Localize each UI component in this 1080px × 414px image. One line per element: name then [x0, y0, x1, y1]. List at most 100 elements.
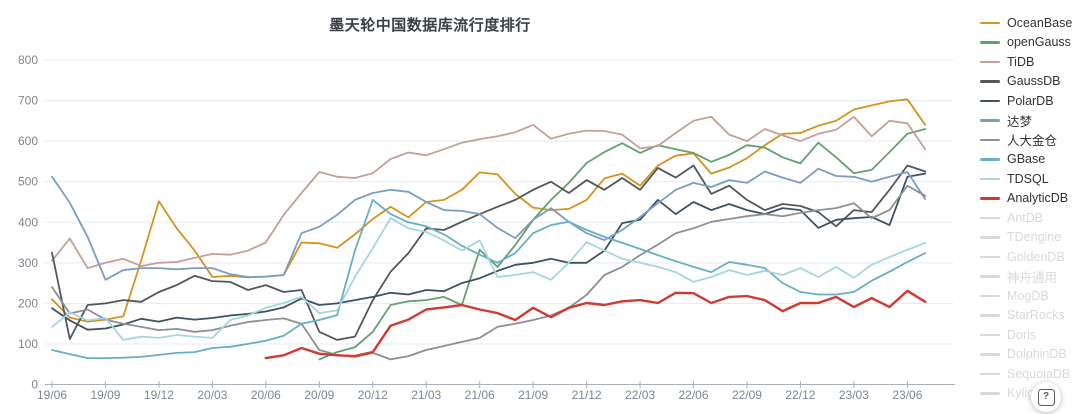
x-tick-label: 22/06: [679, 388, 709, 402]
legend-item-TDengine[interactable]: TDengine: [980, 228, 1080, 248]
legend-item-OceanBase[interactable]: OceanBase: [980, 13, 1080, 33]
legend-item-神舟通用[interactable]: 神舟通用: [980, 267, 1080, 287]
chart-title: 墨天轮中国数据库流行度排行: [329, 17, 531, 34]
series-line-AnalyticDB: [264, 289, 927, 360]
legend-item-AnalyticDB[interactable]: AnalyticDB: [980, 189, 1080, 209]
legend-swatch: [980, 21, 1000, 24]
x-tick-label: 21/06: [465, 388, 495, 402]
legend-item-PolarDB[interactable]: PolarDB: [980, 91, 1080, 111]
series-lines: [51, 98, 927, 361]
x-tick-label: 22/03: [625, 388, 655, 402]
x-tick-label: 20/03: [197, 388, 227, 402]
x-tick-label: 20/12: [358, 388, 388, 402]
series-line-openGauss: [318, 128, 927, 361]
y-tick-label: 300: [18, 256, 38, 270]
x-tick-label: 20/09: [304, 388, 334, 402]
legend-item-MogDB[interactable]: MogDB: [980, 286, 1080, 306]
legend-item-人大金仓[interactable]: 人大金仓: [980, 130, 1080, 150]
help-button[interactable]: ?: [1031, 382, 1061, 412]
legend-item-TDSQL[interactable]: TDSQL: [980, 169, 1080, 189]
y-tick-label: 100: [18, 337, 38, 351]
series-line-TiDB: [51, 115, 927, 270]
legend-label: 神舟通用: [1007, 270, 1058, 285]
legend-swatch: [980, 333, 1000, 336]
chart-legend: OceanBase openGauss TiDB GaussDB PolarDB 达梦人大…: [980, 13, 1080, 403]
legend-swatch: [980, 138, 1000, 141]
legend-swatch: [980, 99, 1000, 102]
x-tick-label: 23/06: [892, 388, 922, 402]
series-line-PolarDB: [51, 172, 927, 331]
legend-swatch: [980, 314, 1000, 317]
y-tick-label: 500: [18, 175, 38, 189]
legend-label: SequoiaDB: [1007, 366, 1071, 381]
legend-item-GoldenDB[interactable]: GoldenDB: [980, 247, 1080, 267]
legend-item-Doris[interactable]: Doris: [980, 325, 1080, 345]
series-line-GaussDB: [51, 164, 927, 341]
series-line-达梦: [51, 167, 927, 281]
legend-swatch: [980, 236, 1000, 239]
series-line-人大金仓: [51, 184, 927, 361]
legend-label: GBase: [1007, 152, 1046, 167]
y-tick-label: 200: [18, 296, 38, 310]
legend-swatch: [980, 177, 1000, 180]
legend-swatch: [980, 353, 1000, 356]
legend-label: GoldenDB: [1007, 249, 1065, 264]
legend-swatch: [980, 372, 1000, 375]
series-line-TDSQL: [51, 217, 927, 341]
legend-label: PolarDB: [1007, 93, 1054, 108]
legend-swatch: [980, 294, 1000, 297]
legend-swatch: [980, 158, 1000, 161]
x-tick-label: 19/09: [90, 388, 120, 402]
legend-swatch: [980, 275, 1000, 278]
series-line-GBase: [51, 198, 927, 360]
gridlines: [45, 59, 953, 345]
legend-item-GaussDB[interactable]: GaussDB: [980, 72, 1080, 92]
y-axis-labels: 0 100 200 300 400 500 600 700 800: [18, 53, 38, 392]
legend-swatch: [980, 197, 1000, 200]
legend-label: openGauss: [1007, 35, 1071, 50]
x-tick-label: 21/12: [572, 388, 602, 402]
y-tick-label: 400: [18, 215, 38, 229]
legend-item-达梦[interactable]: 达梦: [980, 111, 1080, 131]
legend-label: TDSQL: [1007, 171, 1049, 186]
legend-item-openGauss[interactable]: openGauss: [980, 33, 1080, 53]
legend-label: Doris: [1007, 327, 1037, 342]
y-tick-label: 800: [18, 53, 38, 67]
x-tick-label: 22/09: [732, 388, 762, 402]
legend-item-AntDB[interactable]: AntDB: [980, 208, 1080, 228]
x-tick-label: 19/06: [37, 388, 67, 402]
x-tick-label: 21/03: [411, 388, 441, 402]
legend-label: 人大金仓: [1007, 134, 1058, 149]
x-axis: [45, 381, 955, 388]
x-axis-labels: 19/06 19/09 19/12 20/03 20/06 20/09 20/12 21/03…: [37, 388, 923, 402]
legend-swatch: [980, 60, 1000, 63]
legend-label: StarRocks: [1007, 308, 1065, 323]
legend-label: TiDB: [1007, 54, 1035, 69]
x-tick-label: 19/12: [144, 388, 174, 402]
legend-item-Kyligence[interactable]: Kyligence: [980, 384, 1080, 404]
legend-label: AnalyticDB: [1007, 191, 1069, 206]
legend-item-GBase[interactable]: GBase: [980, 150, 1080, 170]
legend-swatch: [980, 216, 1000, 219]
legend-swatch: [980, 41, 1000, 44]
y-tick-label: 600: [18, 134, 38, 148]
y-tick-label: 0: [31, 378, 38, 392]
legend-swatch: [980, 119, 1000, 122]
legend-item-TiDB[interactable]: TiDB: [980, 52, 1080, 72]
y-tick-label: 700: [18, 94, 38, 108]
x-tick-label: 20/06: [251, 388, 281, 402]
x-tick-label: 22/12: [785, 388, 815, 402]
series-line-OceanBase: [51, 98, 927, 323]
legend-label: GaussDB: [1007, 74, 1061, 89]
legend-item-StarRocks[interactable]: StarRocks: [980, 306, 1080, 326]
legend-label: MogDB: [1007, 288, 1049, 303]
legend-label: TDengine: [1007, 230, 1062, 245]
legend-swatch: [980, 392, 1000, 395]
legend-item-DolphinDB[interactable]: DolphinDB: [980, 345, 1080, 365]
x-tick-label: 21/09: [518, 388, 548, 402]
legend-label: OceanBase: [1007, 15, 1073, 30]
legend-item-SequoiaDB[interactable]: SequoiaDB: [980, 364, 1080, 384]
legend-label: AntDB: [1007, 210, 1044, 225]
